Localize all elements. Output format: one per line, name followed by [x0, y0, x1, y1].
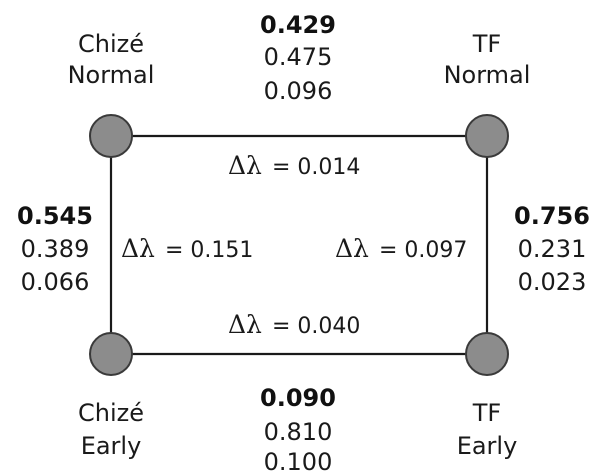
right-delta-lambda: Δλ = 0.097 [335, 234, 467, 263]
node-chize-normal [89, 114, 133, 158]
bottom-value-2: 0.810 [264, 418, 333, 446]
label-chize-normal-line1: Chizé [78, 30, 144, 58]
top-delta-value: = 0.014 [272, 155, 360, 180]
node-tf-early [465, 332, 509, 376]
left-value-2: 0.389 [21, 235, 90, 263]
top-value-bold: 0.429 [260, 11, 336, 39]
label-tf-early-line2: Early [457, 432, 518, 460]
bottom-delta-value: = 0.040 [272, 314, 360, 339]
label-chize-normal-line2: Normal [68, 61, 155, 89]
bottom-value-bold: 0.090 [260, 384, 336, 412]
right-value-3: 0.023 [518, 268, 587, 296]
node-chize-early [89, 332, 133, 376]
left-value-3: 0.066 [21, 268, 90, 296]
label-tf-normal-line1: TF [472, 30, 501, 58]
top-value-2: 0.475 [264, 43, 333, 71]
bottom-value-3: 0.100 [264, 448, 333, 474]
label-chize-early-line2: Early [81, 432, 142, 460]
label-tf-early-line1: TF [472, 399, 501, 427]
right-value-bold: 0.756 [514, 202, 590, 230]
left-value-bold: 0.545 [17, 202, 93, 230]
label-tf-normal-line2: Normal [444, 61, 531, 89]
label-chize-early-line1: Chizé [78, 399, 144, 427]
node-tf-normal [465, 114, 509, 158]
right-value-2: 0.231 [518, 235, 587, 263]
left-delta-lambda: Δλ = 0.151 [121, 234, 253, 263]
top-value-3: 0.096 [264, 77, 333, 105]
bottom-delta-symbol: Δλ [228, 310, 262, 339]
top-delta-lambda: Δλ = 0.014 [228, 151, 360, 180]
right-delta-value: = 0.097 [379, 238, 467, 263]
right-delta-symbol: Δλ [335, 234, 369, 263]
bottom-delta-lambda: Δλ = 0.040 [228, 310, 360, 339]
top-delta-symbol: Δλ [228, 151, 262, 180]
left-delta-value: = 0.151 [165, 238, 253, 263]
left-delta-symbol: Δλ [121, 234, 155, 263]
